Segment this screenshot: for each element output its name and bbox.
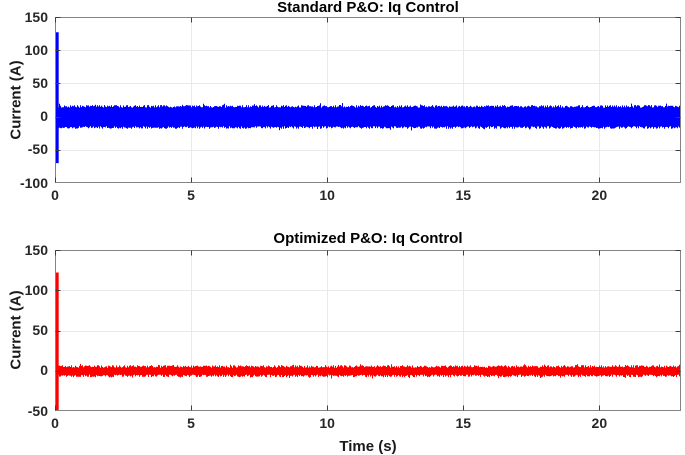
y-tick-label: 150 (24, 8, 48, 25)
y-tick-label: 0 (40, 108, 48, 125)
y-tick-label: -100 (19, 174, 48, 191)
x-tick-label: 5 (187, 187, 195, 203)
plot-area-optimized (55, 250, 681, 411)
y-tick-label: 50 (32, 322, 48, 338)
gridlines (55, 250, 681, 411)
x-tick-label: 5 (187, 415, 195, 431)
x-tick-label: 15 (455, 415, 472, 431)
x-tick-label: 0 (51, 415, 59, 431)
gridlines (55, 17, 681, 183)
signal-band-standard (55, 103, 681, 131)
y-tick-label: 0 (40, 362, 48, 379)
tick-marks (55, 17, 681, 183)
y-tick-label: 100 (24, 41, 48, 58)
x-tick-label: 15 (455, 187, 472, 203)
x-tick-label: 20 (591, 415, 608, 431)
x-tick-label: 10 (319, 415, 335, 431)
y-tick-label: -50 (27, 402, 48, 419)
y-tick-label: 100 (24, 281, 48, 298)
y-axis-label-standard: Current (A) (7, 60, 25, 140)
y-tick-label: 150 (24, 241, 48, 258)
axes-box (55, 17, 681, 183)
axes-box (55, 250, 681, 411)
x-tick-label: 0 (51, 187, 59, 203)
x-tick-label: 20 (591, 187, 608, 203)
x-tick-label: 10 (319, 187, 335, 203)
tick-marks (55, 250, 681, 411)
subplot-title-optimized: Optimized P&O: Iq Control (273, 230, 463, 247)
y-tick-label: 50 (32, 74, 48, 91)
signal-band-optimized (55, 363, 681, 379)
subplot-title-standard: Standard P&O: Iq Control (277, 0, 459, 16)
plot-area-standard (55, 17, 681, 183)
y-tick-label: -50 (27, 141, 48, 158)
x-axis-label-time: Time (s) (339, 438, 397, 455)
